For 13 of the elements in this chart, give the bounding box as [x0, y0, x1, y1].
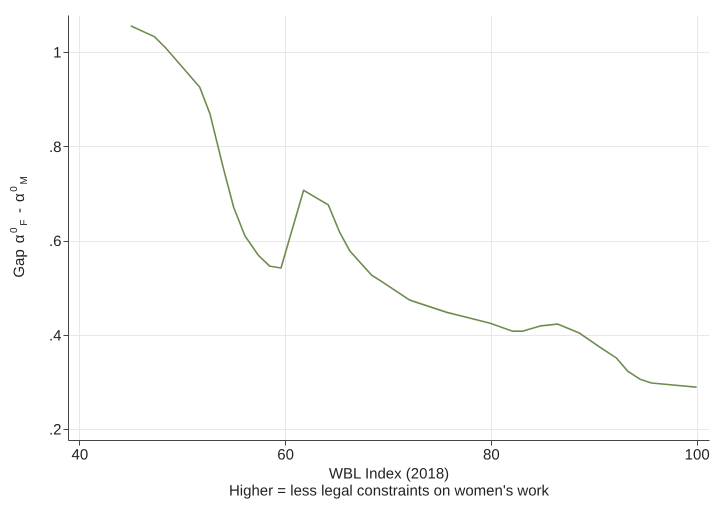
- y-tick-label: 1: [53, 44, 62, 62]
- x-tick-label: 100: [684, 446, 710, 464]
- y-tick-label: .8: [48, 138, 62, 156]
- y-tick-label: .4: [48, 327, 62, 344]
- y-tick-label: .6: [48, 233, 62, 250]
- y-tick-label: .2: [48, 422, 62, 439]
- x-tick-label: 60: [277, 446, 294, 464]
- line-series: [130, 25, 698, 388]
- x-axis-title: WBL Index (2018): [328, 466, 450, 482]
- text: Higher = less legal constraints on women's work: [228, 482, 550, 500]
- y-axis-title: Gap α0F - α0M: [9, 176, 30, 278]
- x-tick-label: 80: [483, 446, 500, 464]
- x-tick-label: 40: [71, 446, 88, 464]
